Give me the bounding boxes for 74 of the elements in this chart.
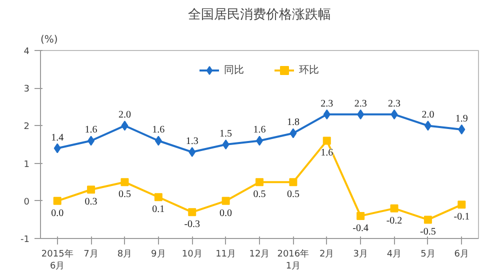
- point: [458, 124, 466, 134]
- data-label: 1.6: [320, 148, 334, 159]
- x-tick-label: 6月: [454, 250, 470, 260]
- point: [222, 196, 230, 205]
- data-label: 2.3: [354, 98, 367, 110]
- point: [424, 120, 432, 131]
- data-label: -0.4: [352, 222, 369, 234]
- y-tick-label: 4: [24, 47, 30, 57]
- data-label: 0.0: [220, 208, 232, 219]
- point: [356, 212, 365, 220]
- x-tick-label: 2015年 6月: [41, 248, 74, 272]
- data-label: 1.9: [455, 113, 468, 124]
- x-tick-label: 11月: [216, 250, 236, 260]
- x-tick-label: 2016年 1月: [277, 248, 310, 272]
- point: [256, 178, 264, 186]
- point: [120, 178, 129, 186]
- y-axis-title: (%): [40, 34, 58, 46]
- data-label: 0.5: [253, 189, 266, 200]
- point: [357, 109, 364, 120]
- data-label: 1.5: [220, 128, 232, 140]
- x-tick-label: 4月: [386, 250, 402, 260]
- data-label: 0.0: [51, 208, 64, 219]
- data-label: 1.6: [152, 124, 165, 136]
- x-tick-label: 12月: [249, 250, 270, 260]
- x-tick-label: 10月: [182, 250, 202, 260]
- x-tick-label: 3月: [353, 250, 368, 260]
- point: [87, 186, 96, 194]
- point: [188, 208, 196, 216]
- x-tick-label: 8月: [117, 250, 132, 260]
- point: [222, 140, 230, 150]
- legend-label: 同比: [224, 64, 244, 77]
- point: [88, 136, 95, 146]
- point: [424, 216, 432, 224]
- y-tick-label: 0: [24, 197, 30, 208]
- y-tick-label: 1: [24, 160, 30, 170]
- x-tick-label: 5月: [420, 250, 436, 260]
- data-label: 1.6: [253, 124, 266, 136]
- x-tick-label: 2月: [320, 250, 334, 260]
- point: [121, 120, 128, 131]
- data-label: 0.5: [118, 189, 131, 200]
- point: [458, 200, 466, 209]
- point: [322, 136, 331, 145]
- point: [290, 128, 297, 138]
- data-label: -0.1: [454, 212, 470, 223]
- data-label: 2.0: [118, 110, 131, 121]
- point: [154, 136, 162, 146]
- legend-label: 环比: [299, 64, 319, 77]
- data-label: -0.3: [184, 219, 200, 230]
- data-label: -0.2: [386, 215, 402, 226]
- point: [323, 109, 330, 120]
- point: [53, 196, 62, 205]
- data-label: 0.3: [84, 196, 98, 208]
- data-label: 1.4: [51, 132, 64, 144]
- y-tick-label: 2: [24, 122, 30, 132]
- data-label: 0.1: [152, 204, 165, 216]
- data-label: 2.3: [388, 98, 401, 110]
- x-tick-label: 7月: [84, 250, 98, 260]
- point: [154, 193, 162, 202]
- data-label: 0.5: [286, 189, 300, 200]
- point: [188, 147, 196, 158]
- data-label: -0.5: [420, 226, 436, 238]
- chart-title: 全国居民消费价格涨跌幅: [188, 8, 331, 22]
- point: [390, 204, 398, 212]
- point: [289, 178, 298, 186]
- data-label: 1.3: [186, 136, 198, 148]
- data-label: 2.0: [422, 110, 434, 121]
- data-label: 1.6: [84, 124, 98, 136]
- y-tick-label: -1: [20, 235, 30, 245]
- point: [390, 109, 398, 120]
- point: [54, 143, 61, 154]
- data-label: 1.8: [286, 117, 300, 128]
- x-tick-label: 9月: [151, 250, 166, 260]
- data-label: 2.3: [320, 98, 334, 110]
- y-tick-label: 3: [24, 84, 30, 95]
